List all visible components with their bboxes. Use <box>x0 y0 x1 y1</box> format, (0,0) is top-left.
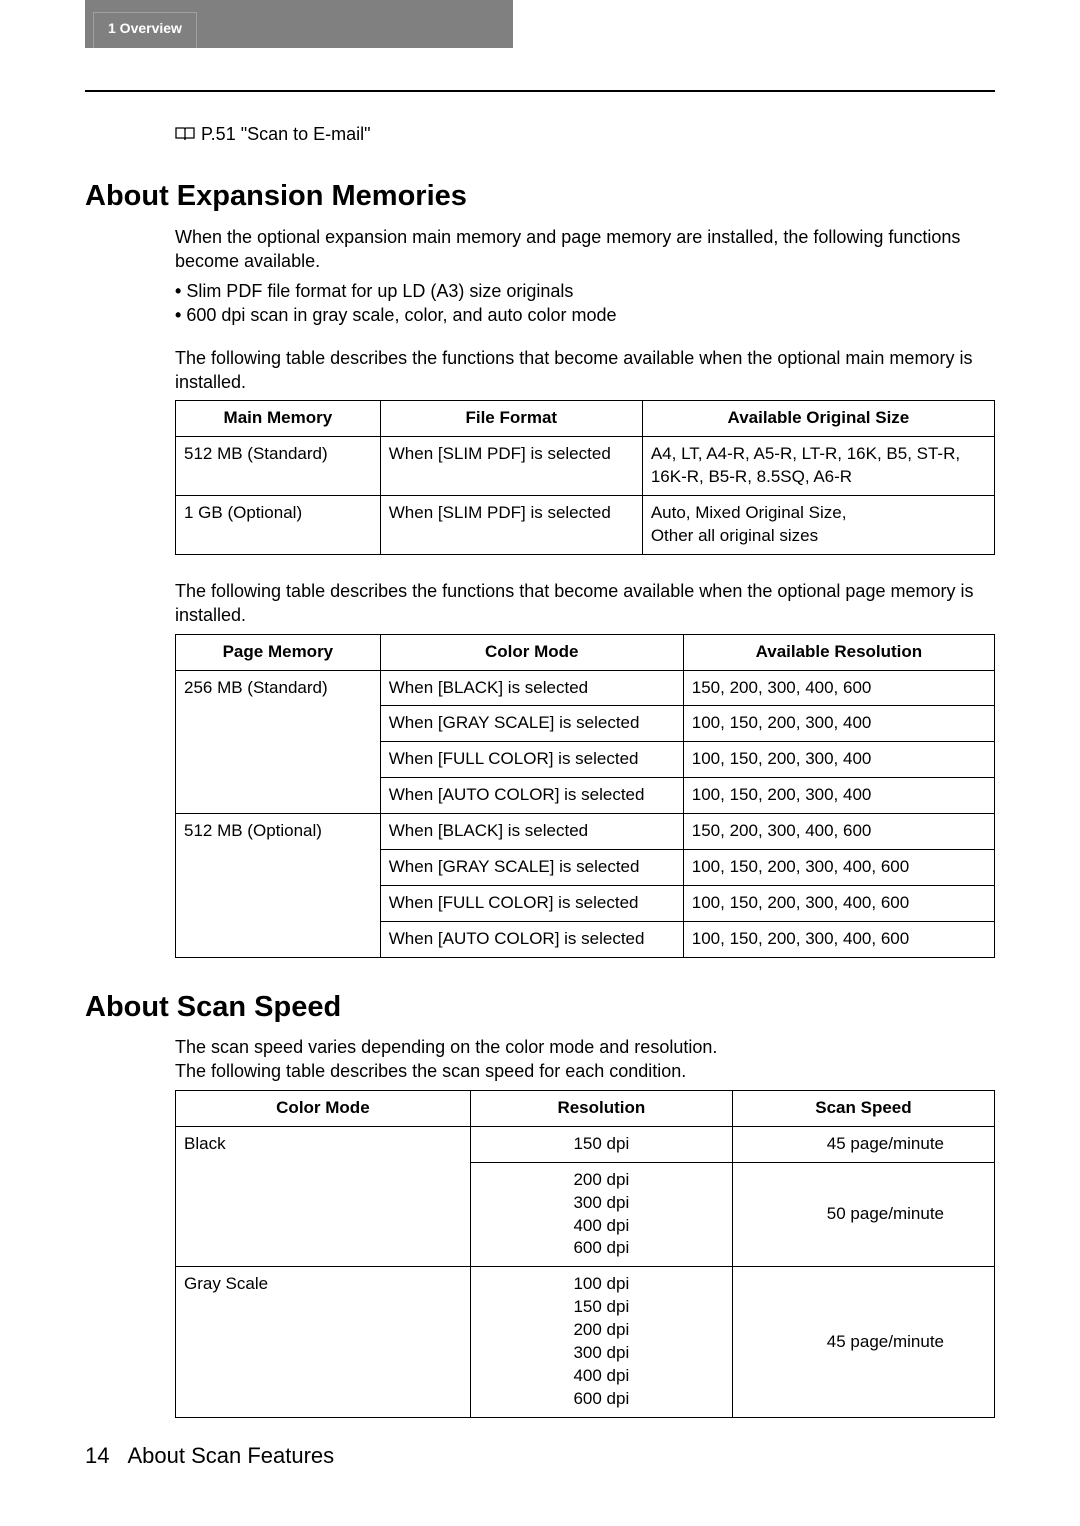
cell: 512 MB (Optional) <box>176 814 381 958</box>
top-rule <box>85 90 995 92</box>
col-header: Available Resolution <box>683 634 994 670</box>
col-header: Resolution <box>470 1090 732 1126</box>
page-footer: 14 About Scan Features <box>85 1441 334 1471</box>
book-icon <box>175 123 195 147</box>
main-memory-desc: The following table describes the functi… <box>175 346 995 395</box>
main-memory-table: Main Memory File Format Available Origin… <box>175 400 995 555</box>
col-header: Color Mode <box>176 1090 471 1126</box>
cell: 150 dpi <box>470 1126 732 1162</box>
cell: When [BLACK] is selected <box>380 670 683 706</box>
cell: 100, 150, 200, 300, 400 <box>683 778 994 814</box>
reference-text: P.51 "Scan to E-mail" <box>201 124 371 144</box>
cell: When [AUTO COLOR] is selected <box>380 778 683 814</box>
table-row: 512 MB (Optional) When [BLACK] is select… <box>176 814 995 850</box>
expansion-intro: When the optional expansion main memory … <box>175 225 995 274</box>
footer-text: About Scan Features <box>127 1443 334 1468</box>
table-row: Black 150 dpi 45 page/minute <box>176 1126 995 1162</box>
cell: 100, 150, 200, 300, 400, 600 <box>683 922 994 958</box>
cell: A4, LT, A4-R, A5-R, LT-R, 16K, B5, ST-R,… <box>642 437 994 496</box>
bullet-item: Slim PDF file format for up LD (A3) size… <box>175 279 995 303</box>
cell: When [SLIM PDF] is selected <box>380 437 642 496</box>
cell: 150, 200, 300, 400, 600 <box>683 670 994 706</box>
section-title-speed: About Scan Speed <box>85 988 995 1027</box>
cell: 150, 200, 300, 400, 600 <box>683 814 994 850</box>
expansion-bullets: Slim PDF file format for up LD (A3) size… <box>175 279 995 328</box>
cell: When [SLIM PDF] is selected <box>380 496 642 555</box>
table-row: 512 MB (Standard) When [SLIM PDF] is sel… <box>176 437 995 496</box>
chapter-tab: 1 Overview <box>93 12 197 48</box>
col-header: Color Mode <box>380 634 683 670</box>
cell: When [FULL COLOR] is selected <box>380 742 683 778</box>
reference-line: P.51 "Scan to E-mail" <box>85 122 995 147</box>
col-header: Page Memory <box>176 634 381 670</box>
cell: 45 page/minute <box>732 1126 994 1162</box>
table-row: 256 MB (Standard) When [BLACK] is select… <box>176 670 995 706</box>
cell: 100, 150, 200, 300, 400 <box>683 706 994 742</box>
col-header: Scan Speed <box>732 1090 994 1126</box>
cell: 1 GB (Optional) <box>176 496 381 555</box>
cell: 200 dpi 300 dpi 400 dpi 600 dpi <box>470 1162 732 1267</box>
cell: 100 dpi 150 dpi 200 dpi 300 dpi 400 dpi … <box>470 1267 732 1418</box>
cell: 512 MB (Standard) <box>176 437 381 496</box>
cell: Black <box>176 1126 471 1267</box>
cell: Gray Scale <box>176 1267 471 1418</box>
col-header: Available Original Size <box>642 401 994 437</box>
cell: Auto, Mixed Original Size, Other all ori… <box>642 496 994 555</box>
cell: When [GRAY SCALE] is selected <box>380 850 683 886</box>
page-memory-desc: The following table describes the functi… <box>175 579 995 628</box>
page-number: 14 <box>85 1443 109 1468</box>
speed-intro2: The following table describes the scan s… <box>175 1059 995 1083</box>
cell: 100, 150, 200, 300, 400, 600 <box>683 850 994 886</box>
cell: 45 page/minute <box>732 1267 994 1418</box>
bullet-item: 600 dpi scan in gray scale, color, and a… <box>175 303 995 327</box>
section-title-expansion: About Expansion Memories <box>85 177 995 216</box>
table-row: Gray Scale 100 dpi 150 dpi 200 dpi 300 d… <box>176 1267 995 1418</box>
col-header: File Format <box>380 401 642 437</box>
col-header: Main Memory <box>176 401 381 437</box>
cell: 50 page/minute <box>732 1162 994 1267</box>
cell: When [BLACK] is selected <box>380 814 683 850</box>
cell: 256 MB (Standard) <box>176 670 381 814</box>
table-row: 1 GB (Optional) When [SLIM PDF] is selec… <box>176 496 995 555</box>
cell: 100, 150, 200, 300, 400 <box>683 742 994 778</box>
page-memory-table: Page Memory Color Mode Available Resolut… <box>175 634 995 958</box>
speed-intro1: The scan speed varies depending on the c… <box>175 1035 995 1059</box>
scan-speed-table: Color Mode Resolution Scan Speed Black 1… <box>175 1090 995 1418</box>
cell: When [FULL COLOR] is selected <box>380 886 683 922</box>
cell: When [AUTO COLOR] is selected <box>380 922 683 958</box>
chapter-tab-bar: 1 Overview <box>85 0 513 48</box>
cell: 100, 150, 200, 300, 400, 600 <box>683 886 994 922</box>
cell: When [GRAY SCALE] is selected <box>380 706 683 742</box>
page-content: P.51 "Scan to E-mail" About Expansion Me… <box>85 90 995 1442</box>
